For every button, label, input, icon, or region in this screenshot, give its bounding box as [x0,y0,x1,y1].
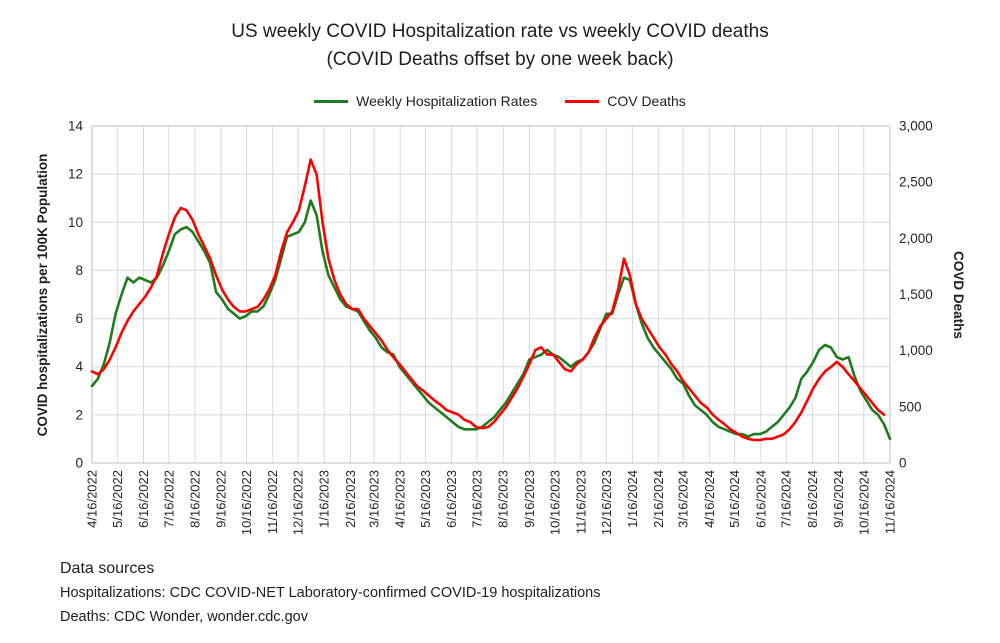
x-tick-label: 4/16/2022 [85,470,100,528]
x-tick-label: 10/16/2023 [547,470,562,535]
x-tick-label: 4/16/2023 [393,470,408,528]
x-tick-label: 11/16/2022 [265,470,280,534]
y-left-tick-label: 4 [75,359,83,374]
y-left-tick-label: 6 [75,311,83,326]
x-tick-label: 11/16/2023 [573,470,588,534]
x-tick-label: 9/16/2022 [214,470,229,528]
y-left-tick-label: 0 [75,456,83,471]
chart-subtitle: (COVID Deaths offset by one week back) [326,49,674,70]
x-tick-label: 3/16/2024 [676,470,691,528]
footer-line-deaths: Deaths: CDC Wonder, wonder.cdc.gov [60,609,308,625]
y-right-tick-label: 0 [899,456,907,471]
y-right-tick-label: 2,500 [899,175,933,190]
data-sources-footer: Data sources Hospitalizations: CDC COVID… [60,557,600,629]
x-tick-label: 1/16/2024 [625,470,640,528]
x-tick-label: 7/16/2024 [779,470,794,528]
plot-border [91,125,891,464]
x-tick-label: 5/16/2023 [418,470,433,528]
x-tick-label: 3/16/2023 [367,470,382,528]
x-tick-label: 8/16/2024 [805,470,820,528]
x-tick-label: 12/16/2023 [599,470,614,535]
x-tick-label: 8/16/2023 [496,470,511,528]
legend-label-hospitalizations: Weekly Hospitalization Rates [356,93,538,109]
y-right-tick-label: 2,000 [899,231,933,246]
legend-item-hospitalizations: Weekly Hospitalization Rates [314,93,537,109]
footer-line-hospitalizations: Hospitalizations: CDC COVID-NET Laborato… [60,585,601,601]
x-tick-label: 5/16/2024 [727,470,742,528]
x-tick-label: 9/16/2023 [522,470,537,528]
x-tick-label: 6/16/2022 [136,470,151,528]
x-tick-label: 7/16/2022 [161,470,176,528]
covid-deaths-line [90,158,886,442]
x-tick-label: 6/16/2024 [753,470,768,528]
y-axis-title-left: COVID hospitalizations per 100K Populati… [35,153,50,437]
x-tick-label: 10/16/2024 [856,470,871,535]
y-left-tick-label: 2 [75,407,83,422]
y-axis-title-right: COVD Deaths [951,251,966,339]
x-tick-label: 11/16/2024 [883,470,898,534]
x-tick-label: 8/16/2022 [188,470,203,528]
x-tick-label: 2/16/2023 [343,470,358,528]
y-right-tick-label: 1,500 [899,287,933,302]
y-left-tick-label: 12 [68,167,83,182]
legend-label-deaths: COV Deaths [607,93,686,109]
x-tick-label: 4/16/2024 [702,470,717,528]
x-tick-label: 2/16/2024 [651,470,666,528]
x-tick-label: 6/16/2023 [444,470,459,528]
x-tick-label: 7/16/2023 [470,470,485,528]
red-line-swatch-icon [565,99,600,103]
y-right-tick-label: 3,000 [899,119,933,134]
x-tick-label: 10/16/2022 [239,470,254,535]
legend-item-deaths: COV Deaths [565,93,686,109]
x-tick-label: 1/16/2023 [317,470,332,528]
y-left-tick-label: 14 [68,119,84,134]
y-left-tick-label: 8 [75,263,83,278]
x-tick-label: 9/16/2024 [831,470,846,528]
x-tick-label: 12/16/2022 [291,470,306,535]
chart-title: US weekly COVID Hospitalization rate vs … [231,21,769,42]
legend: Weekly Hospitalization Rates COV Deaths [0,93,1000,109]
hospitalization-rate-line [90,199,892,441]
x-tick-label: 5/16/2022 [110,470,125,528]
y-left-tick-label: 10 [68,215,83,230]
footer-heading: Data sources [60,560,155,577]
green-line-swatch-icon [314,99,349,103]
y-right-tick-label: 500 [899,399,922,414]
y-right-tick-label: 1,000 [899,343,933,358]
